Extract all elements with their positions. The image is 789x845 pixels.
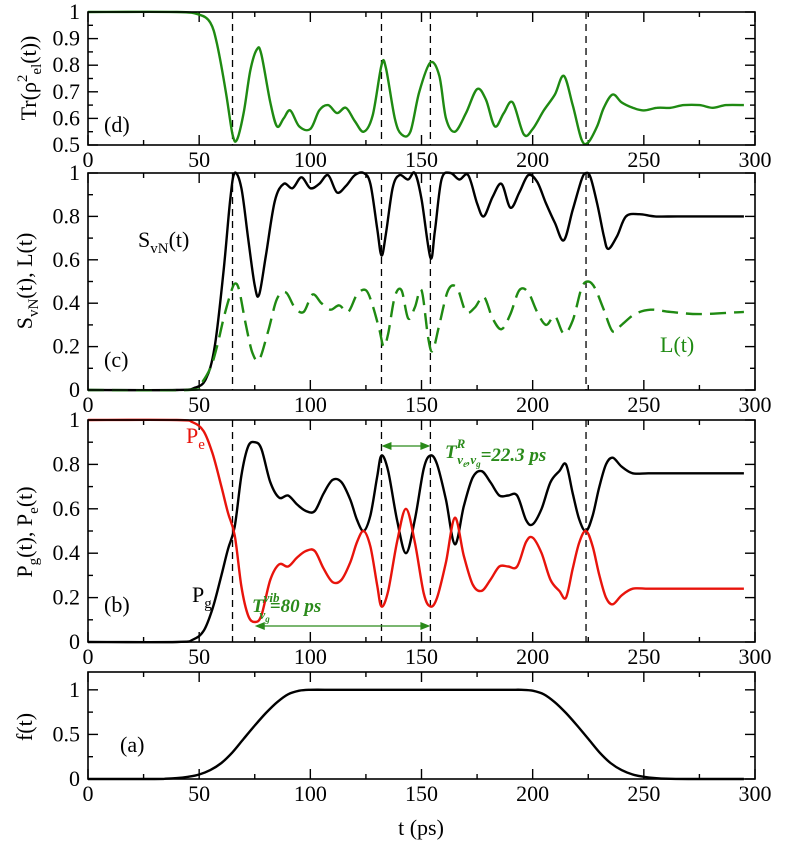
x-tick-label: 150 — [405, 392, 438, 417]
x-axis-label: t (ps) — [398, 815, 444, 840]
panel-c-frame — [87, 172, 756, 391]
x-tick-label: 300 — [739, 644, 772, 669]
y-tick-label: 0.4 — [53, 540, 81, 565]
x-tick-label: 150 — [405, 147, 438, 172]
y-tick-label: 1 — [69, 160, 80, 185]
x-tick-label: 0 — [83, 147, 94, 172]
panel-b-label: (b) — [104, 592, 130, 617]
vib-arrowhead-left — [254, 622, 265, 630]
y-tick-label: 0.2 — [53, 585, 81, 610]
y-tick-label: 0.2 — [53, 334, 81, 359]
x-tick-label: 200 — [516, 147, 549, 172]
panel-a-frame — [87, 671, 756, 780]
rabi-arrowhead-right — [420, 442, 431, 450]
y-tick-label: 0.7 — [53, 79, 81, 104]
x-tick-label: 200 — [516, 781, 549, 806]
panel-a-label: (a) — [120, 732, 144, 757]
l-curve-label: L(t) — [660, 332, 694, 357]
x-tick-label: 250 — [627, 781, 660, 806]
x-tick-label: 50 — [188, 147, 210, 172]
y-tick-label: 0.6 — [53, 105, 81, 130]
rabi-period-label: TR ve,vg=22.3 ps — [445, 436, 546, 469]
pg-curve-label: Pg — [192, 582, 212, 612]
x-tick-label: 100 — [294, 392, 327, 417]
y-tick-label: 0.4 — [53, 290, 81, 315]
series-line-l-t- — [87, 280, 744, 392]
panel-c: SvN(t), L(t) 0 50 100 150 200 250 300 0 0.2 0.4 0.… — [12, 160, 772, 417]
panel-b-ylabel: Pg(t), Pe(t) — [12, 486, 42, 577]
x-tick-label: 300 — [739, 147, 772, 172]
vib-period-label: Tvib vg=80 ps — [252, 590, 321, 624]
y-tick-label: 0 — [69, 377, 80, 402]
rabi-period-annotation: TR ve,vg=22.3 ps — [381, 436, 546, 469]
x-tick-label: 100 — [294, 147, 327, 172]
y-tick-label: 1 — [69, 407, 80, 432]
x-tick-label: 200 — [516, 392, 549, 417]
svn-curve-label: SvN(t) — [138, 227, 189, 257]
y-tick-label: 1 — [69, 0, 80, 24]
x-tick-label: 50 — [188, 392, 210, 417]
x-tick-label: 0 — [83, 392, 94, 417]
x-tick-label: 200 — [516, 644, 549, 669]
y-tick-label: 0.6 — [53, 247, 81, 272]
series-line-tr-rho-2-el- — [87, 10, 744, 146]
x-tick-label: 300 — [739, 392, 772, 417]
y-tick-label: 1 — [69, 677, 80, 702]
panel-b: Pg(t), Pe(t) 0 50 100 150 200 250 300 0 0.2 0.4 0.… — [12, 407, 772, 669]
vib-period-annotation: Tvib vg=80 ps — [252, 590, 431, 630]
y-tick-label: 0 — [69, 629, 80, 654]
x-tick-label: 50 — [188, 644, 210, 669]
y-tick-label: 0.8 — [53, 451, 81, 476]
y-tick-label: 0.8 — [53, 52, 81, 77]
y-tick-label: 0.5 — [53, 721, 81, 746]
vib-arrowhead-right — [420, 622, 431, 630]
y-tick-label: 0.8 — [53, 203, 81, 228]
panel-d-frame — [87, 11, 756, 146]
y-tick-label: 0.6 — [53, 496, 81, 521]
y-tick-label: 0.9 — [53, 26, 81, 51]
x-tick-label: 100 — [294, 644, 327, 669]
x-tick-label: 0 — [83, 781, 94, 806]
panel-a: f(t) 0 50 100 150 200 250 300 0 0.5 1 (a) — [12, 671, 772, 806]
panel-a-ylabel: f(t) — [12, 713, 37, 741]
series-line-p-e-t- — [87, 418, 744, 624]
x-tick-label: 50 — [188, 781, 210, 806]
x-tick-label: 300 — [739, 781, 772, 806]
x-tick-label: 250 — [627, 147, 660, 172]
panel-c-label: (c) — [104, 347, 128, 372]
y-tick-label: 0.5 — [53, 132, 81, 157]
x-tick-label: 250 — [627, 392, 660, 417]
series-line-s-vn-t- — [87, 171, 744, 392]
x-tick-label: 250 — [627, 644, 660, 669]
rabi-arrowhead-left — [381, 442, 392, 450]
x-tick-label: 100 — [294, 781, 327, 806]
x-tick-label: 150 — [405, 644, 438, 669]
pe-curve-label: Pe — [186, 423, 205, 453]
panel-d-label: (d) — [104, 112, 130, 137]
panel-d-ylabel: Tr(ρ2el(t)) — [15, 36, 45, 121]
panel-d: Tr(ρ2el(t)) 0 50 100 150 200 250 3000.50.60.70… — [15, 0, 772, 172]
panel-b-frame — [87, 419, 756, 643]
x-tick-label: 150 — [405, 781, 438, 806]
panel-c-ylabel: SvN(t), L(t) — [12, 233, 42, 330]
series-line-f-t- — [88, 688, 744, 781]
y-tick-label: 0 — [69, 766, 80, 791]
x-tick-label: 0 — [83, 644, 94, 669]
